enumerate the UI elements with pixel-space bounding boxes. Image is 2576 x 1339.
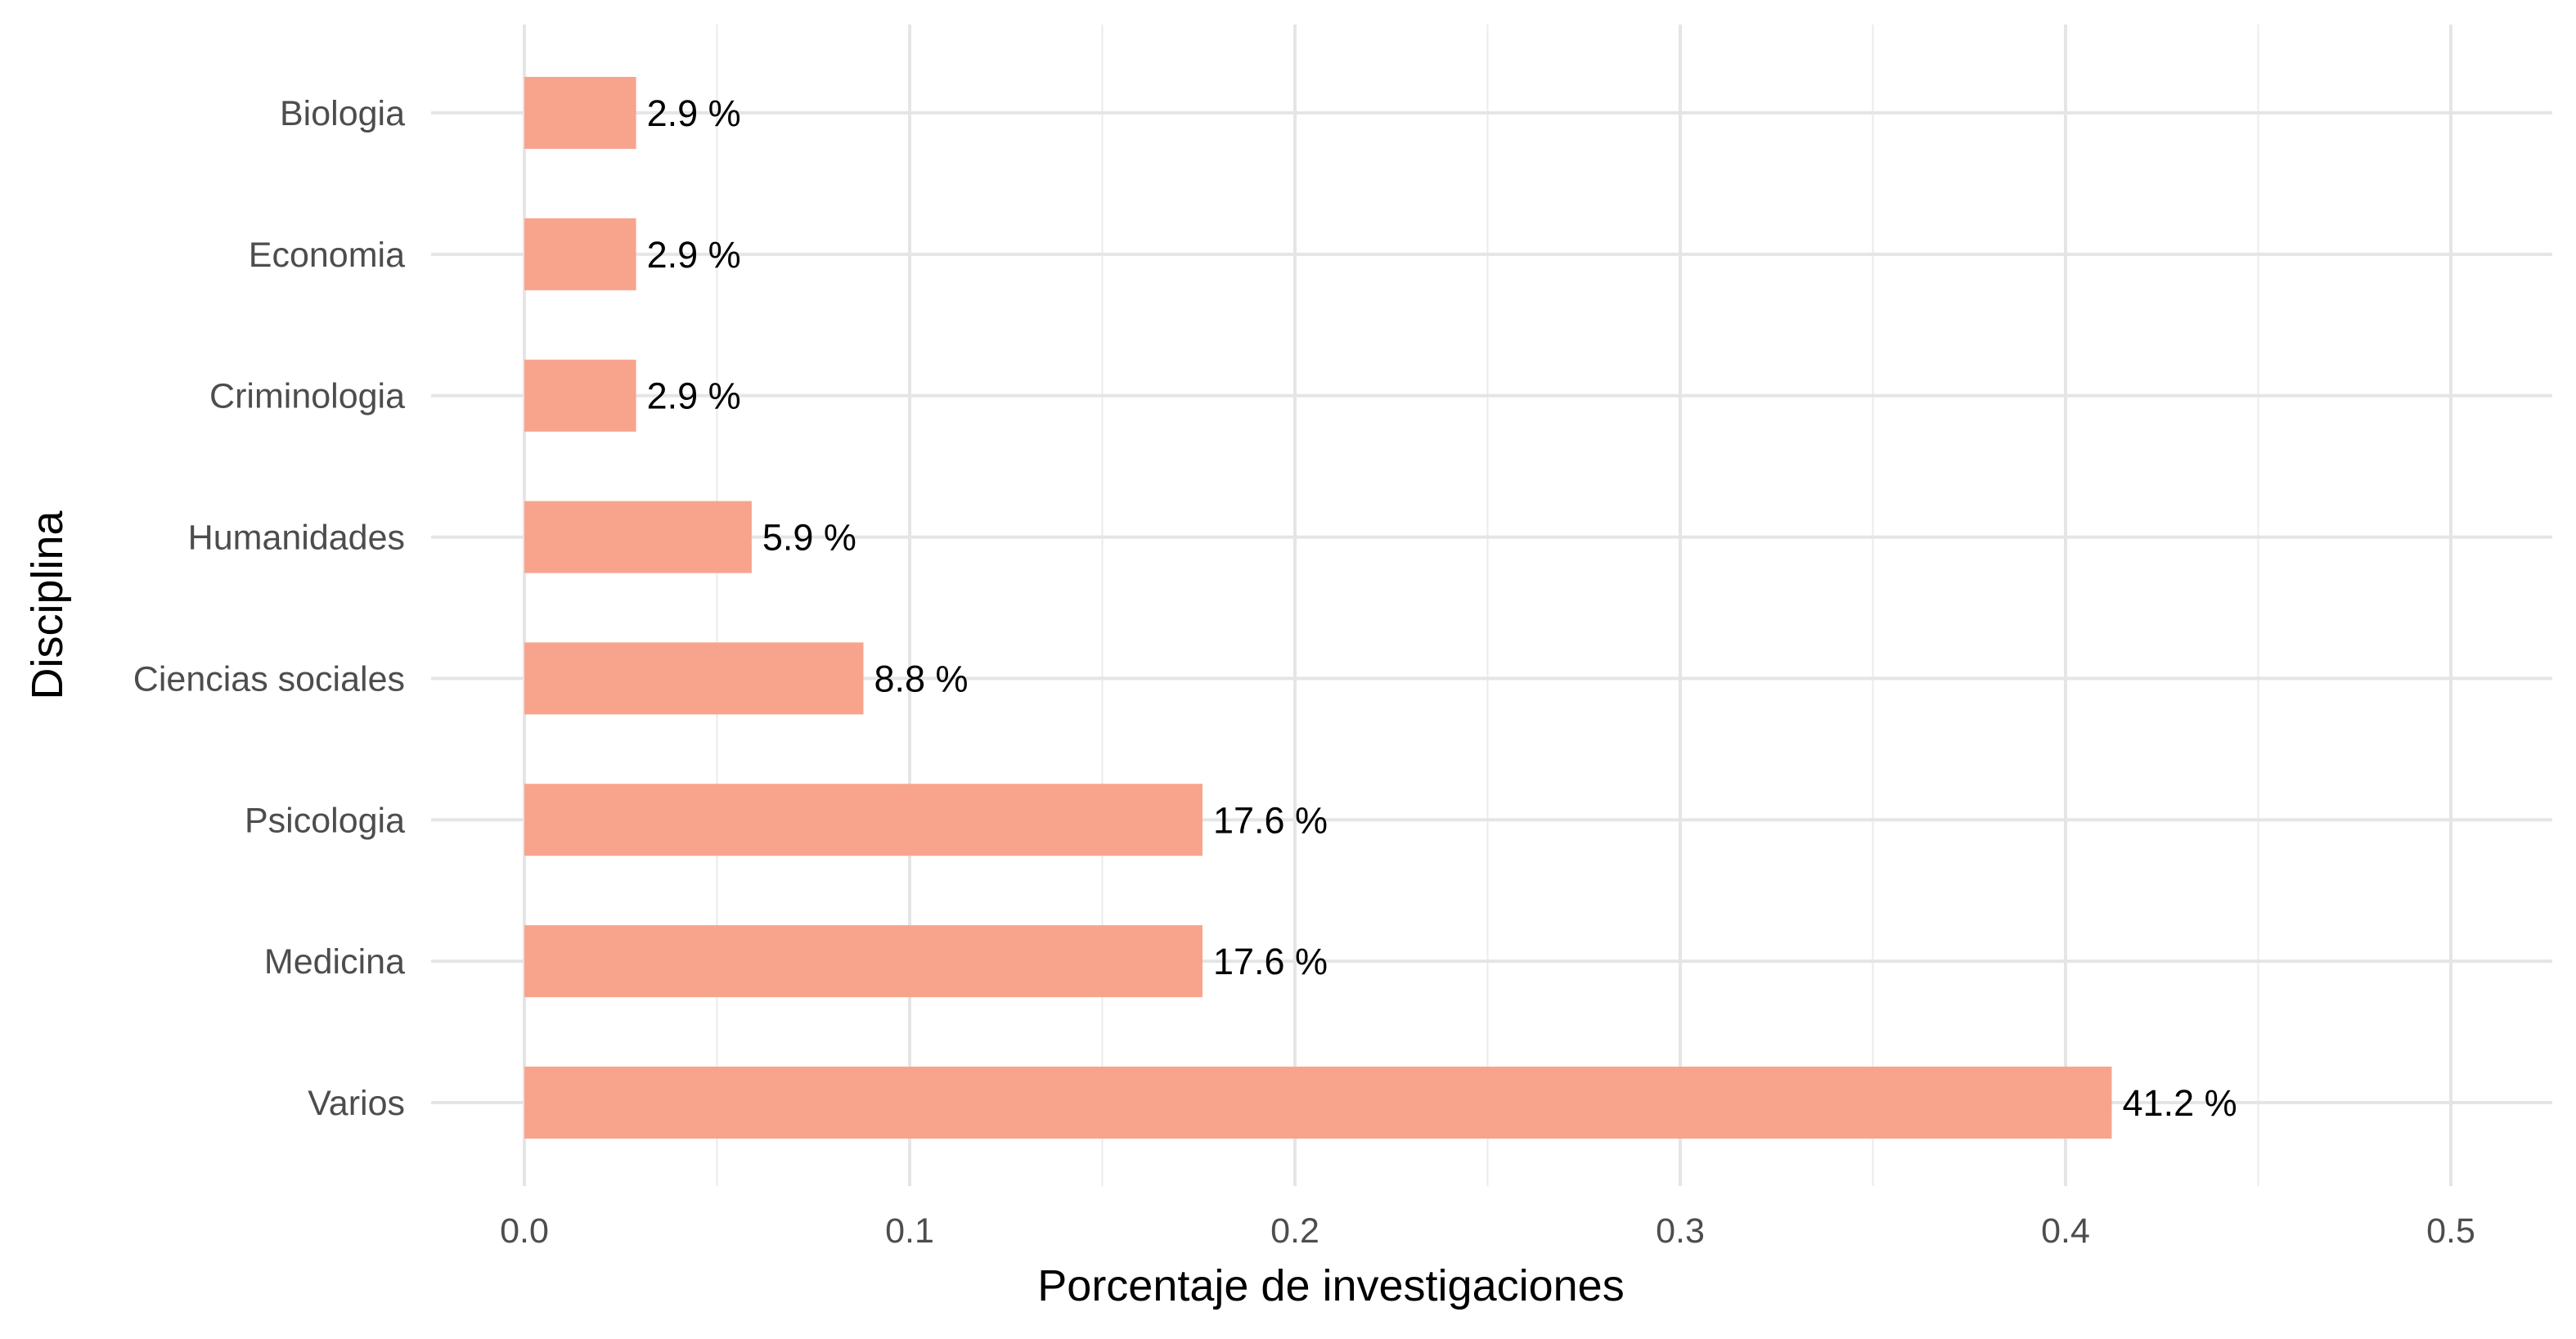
- y-tick-label: Medicina: [264, 942, 405, 982]
- bar-value-label: 17.6 %: [1213, 799, 1328, 841]
- y-axis-tick-labels: Varios Medicina Psicologia Ciencias sociale…: [133, 94, 405, 1123]
- bar: [524, 1067, 2112, 1139]
- major-gridlines: [431, 25, 2552, 1186]
- bar: [524, 642, 864, 715]
- x-axis-title: Porcentaje de investigaciones: [1037, 1261, 1624, 1310]
- minor-gridlines: [716, 25, 2259, 1186]
- bar: [524, 77, 636, 149]
- x-tick-label: 0.0: [500, 1211, 549, 1251]
- y-tick-label: Economia: [249, 236, 405, 275]
- bars: [524, 77, 2112, 1139]
- y-tick-label: Humanidades: [188, 519, 405, 558]
- bar-value-label: 2.9 %: [647, 234, 741, 276]
- x-tick-label: 0.3: [1656, 1211, 1705, 1251]
- bar: [524, 218, 636, 290]
- bar: [524, 501, 752, 573]
- bar-value-label: 2.9 %: [647, 92, 741, 134]
- x-tick-label: 0.2: [1270, 1211, 1319, 1251]
- bar-value-label: 17.6 %: [1213, 941, 1328, 982]
- x-tick-label: 0.5: [2426, 1211, 2475, 1251]
- data-labels: 41.2 % 17.6 % 17.6 % 8.8 % 5.9 % 2.9 % 2.9 % 2.…: [647, 92, 2237, 1124]
- bar-value-label: 5.9 %: [762, 517, 856, 559]
- y-tick-label: Criminologia: [209, 377, 405, 416]
- y-tick-label: Varios: [308, 1084, 405, 1123]
- bar-value-label: 41.2 %: [2123, 1082, 2237, 1124]
- y-tick-label: Ciencias sociales: [133, 659, 405, 699]
- bar: [524, 925, 1203, 998]
- y-tick-label: Biologia: [280, 94, 405, 133]
- x-axis-tick-labels: 0.0 0.1 0.2 0.3 0.4 0.5: [500, 1211, 2475, 1251]
- bar-value-label: 8.8 %: [874, 658, 968, 699]
- y-tick-label: Psicologia: [245, 801, 405, 840]
- bar-value-label: 2.9 %: [647, 375, 741, 417]
- x-tick-label: 0.1: [885, 1211, 934, 1251]
- bar: [524, 784, 1203, 856]
- y-axis-title: Disciplina: [23, 510, 72, 699]
- x-tick-label: 0.4: [2041, 1211, 2090, 1251]
- bar: [524, 359, 636, 432]
